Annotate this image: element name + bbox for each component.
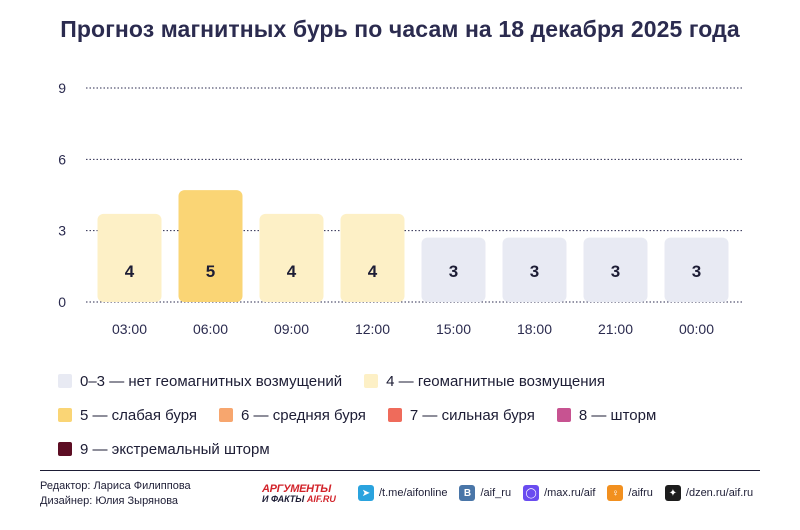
- legend-swatch: [364, 374, 379, 388]
- editor-credit: Редактор: Лариса Филиппова: [40, 480, 191, 492]
- legend-item: 6 — средняя буря: [219, 407, 366, 424]
- legend-label: 4 — геомагнитные возмущения: [386, 372, 606, 390]
- bar-value-label: 3: [692, 262, 701, 281]
- footer-divider: [40, 470, 760, 471]
- social-link[interactable]: ✦ /dzen.ru/aif.ru: [664, 485, 754, 501]
- logo-sub-text: И ФАКТЫ AIF.RU: [262, 494, 350, 504]
- legend: 0–3 — нет геомагнитных возмущений 4 — гео…: [58, 364, 678, 466]
- legend-item: 9 — экстремальный шторм: [58, 441, 270, 458]
- x-tick-label: 06:00: [193, 321, 228, 337]
- bar: [583, 237, 648, 302]
- logo-sub-b: AIF.RU: [306, 494, 336, 504]
- legend-item: 5 — слабая буря: [58, 407, 197, 424]
- legend-item: 7 — сильная буря: [387, 406, 535, 424]
- bar-value-label: 4: [368, 262, 378, 281]
- social-label: /max.ru/aif: [544, 487, 596, 499]
- bar: [664, 237, 729, 302]
- y-tick-label: 0: [58, 294, 66, 310]
- bar-value-label: 5: [206, 262, 215, 281]
- bar-value-label: 3: [449, 262, 458, 281]
- legend-label: 9 — экстремальный шторм: [80, 440, 270, 458]
- x-tick-label: 00:00: [679, 321, 714, 337]
- bar: [340, 213, 405, 302]
- legend-label: 6 — средняя буря: [241, 406, 366, 424]
- x-tick-label: 18:00: [517, 321, 552, 337]
- vk-icon: B: [459, 485, 476, 501]
- bar: [259, 213, 324, 302]
- legend-swatch: [387, 408, 402, 422]
- aif-logo[interactable]: АРГУМЕНТЫ И ФАКТЫ AIF.RU: [262, 483, 350, 505]
- bar: [502, 237, 567, 302]
- legend-swatch: [58, 442, 72, 456]
- x-tick-label: 09:00: [274, 321, 309, 337]
- ok-icon: ♀: [607, 485, 624, 501]
- max-icon: ◯: [523, 485, 540, 501]
- bar: [421, 237, 486, 302]
- legend-item: 4 — геомагнитные возмущения: [364, 373, 605, 390]
- legend-swatch: [58, 374, 72, 388]
- credits: Редактор: Лариса Филиппова Дизайнер: Юли…: [40, 479, 191, 509]
- legend-row: 0–3 — нет геомагнитных возмущений 4 — гео…: [58, 364, 678, 398]
- chart-title: Прогноз магнитных бурь по часам на 18 де…: [60, 16, 740, 42]
- x-tick-label: 15:00: [436, 321, 471, 337]
- legend-swatch: [556, 408, 571, 422]
- y-tick-label: 6: [58, 151, 66, 167]
- bar-value-label: 4: [125, 262, 135, 281]
- x-tick-label: 12:00: [355, 321, 390, 337]
- designer-credit: Дизайнер: Юлия Зырянова: [40, 495, 179, 507]
- social-label: /dzen.ru/aif.ru: [685, 487, 754, 499]
- y-tick-label: 3: [58, 223, 66, 239]
- legend-label: 8 — шторм: [578, 406, 657, 424]
- dzen-icon: ✦: [664, 485, 681, 501]
- legend-label: 7 — сильная буря: [409, 406, 535, 424]
- y-tick-label: 9: [58, 80, 66, 96]
- social-label: /t.me/aifonline: [379, 487, 448, 499]
- bar-value-label: 4: [287, 262, 297, 281]
- social-link[interactable]: B/aif_ru: [459, 485, 511, 501]
- social-link[interactable]: ➤ /t.me/aifonline: [358, 485, 447, 501]
- social-link[interactable]: ♀ /aifru: [607, 485, 653, 501]
- bar-value-label: 3: [530, 262, 539, 281]
- social-label: /aif_ru: [480, 487, 512, 499]
- legend-row: 9 — экстремальный шторм: [58, 432, 678, 466]
- bar: [178, 190, 243, 302]
- legend-item: 0–3 — нет геомагнитных возмущений: [58, 373, 342, 390]
- legend-swatch: [219, 408, 234, 422]
- legend-label: 0–3 — нет геомагнитных возмущений: [80, 372, 343, 390]
- bar-chart: 0 3 6 9 4 03:00 5 06:00 4 09:00 4 12:00 3 15:00 3 18:00…: [58, 80, 742, 337]
- legend-swatch: [58, 408, 72, 422]
- logo-main-text: АРГУМЕНТЫ: [262, 483, 331, 495]
- logo-sub-a: И ФАКТЫ: [262, 494, 305, 504]
- legend-item: 8 — шторм: [556, 406, 657, 424]
- telegram-icon: ➤: [358, 485, 374, 501]
- legend-label: 5 — слабая буря: [80, 406, 198, 424]
- x-tick-label: 21:00: [598, 321, 633, 337]
- bar: [97, 213, 162, 302]
- bar-value-label: 3: [611, 262, 620, 281]
- social-label: /aifru: [628, 487, 653, 499]
- x-tick-label: 03:00: [112, 321, 147, 337]
- social-links: ➤ /t.me/aifonline B/aif_ru ◯ /max.ru/aif ♀ /ai…: [358, 485, 765, 501]
- social-link[interactable]: ◯ /max.ru/aif: [523, 485, 595, 501]
- legend-row: 5 — слабая буря 6 — средняя буря 7 — сильн…: [58, 398, 678, 432]
